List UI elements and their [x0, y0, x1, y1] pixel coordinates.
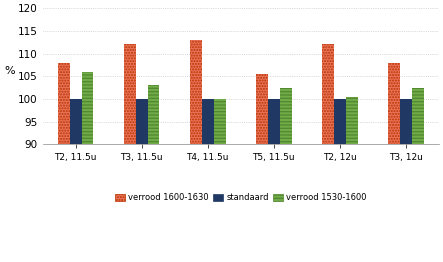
- Bar: [148, 85, 159, 144]
- Bar: [70, 99, 82, 144]
- Bar: [58, 63, 70, 144]
- Bar: [334, 99, 346, 144]
- Bar: [322, 45, 334, 144]
- Bar: [256, 74, 268, 144]
- Y-axis label: %: %: [4, 66, 15, 76]
- Bar: [268, 99, 280, 144]
- Bar: [388, 63, 400, 144]
- Legend: verrood 1600-1630, standaard, verrood 1530-1600: verrood 1600-1630, standaard, verrood 15…: [111, 190, 370, 205]
- Bar: [400, 99, 412, 144]
- Bar: [346, 97, 358, 144]
- Bar: [124, 45, 136, 144]
- Bar: [214, 99, 225, 144]
- Bar: [202, 99, 214, 144]
- Bar: [190, 40, 202, 144]
- Bar: [280, 88, 291, 144]
- Bar: [136, 99, 148, 144]
- Bar: [82, 72, 93, 144]
- Bar: [412, 88, 424, 144]
